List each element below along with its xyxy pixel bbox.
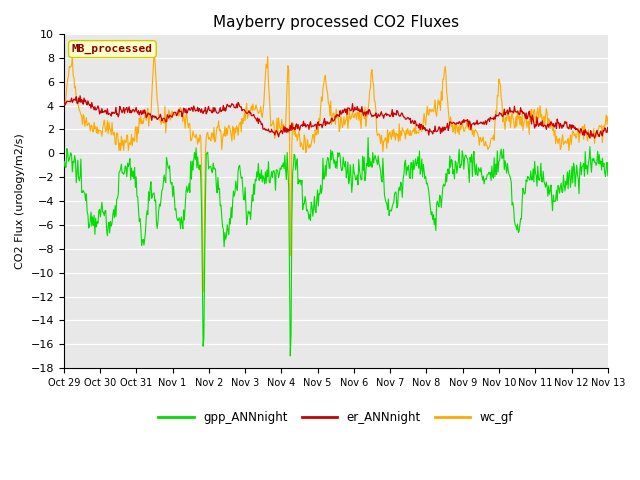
Y-axis label: CO2 Flux (urology/m2/s): CO2 Flux (urology/m2/s) (15, 133, 25, 269)
Legend: gpp_ANNnight, er_ANNnight, wc_gf: gpp_ANNnight, er_ANNnight, wc_gf (154, 407, 518, 429)
Title: Mayberry processed CO2 Fluxes: Mayberry processed CO2 Fluxes (212, 15, 459, 30)
Text: MB_processed: MB_processed (72, 44, 153, 54)
